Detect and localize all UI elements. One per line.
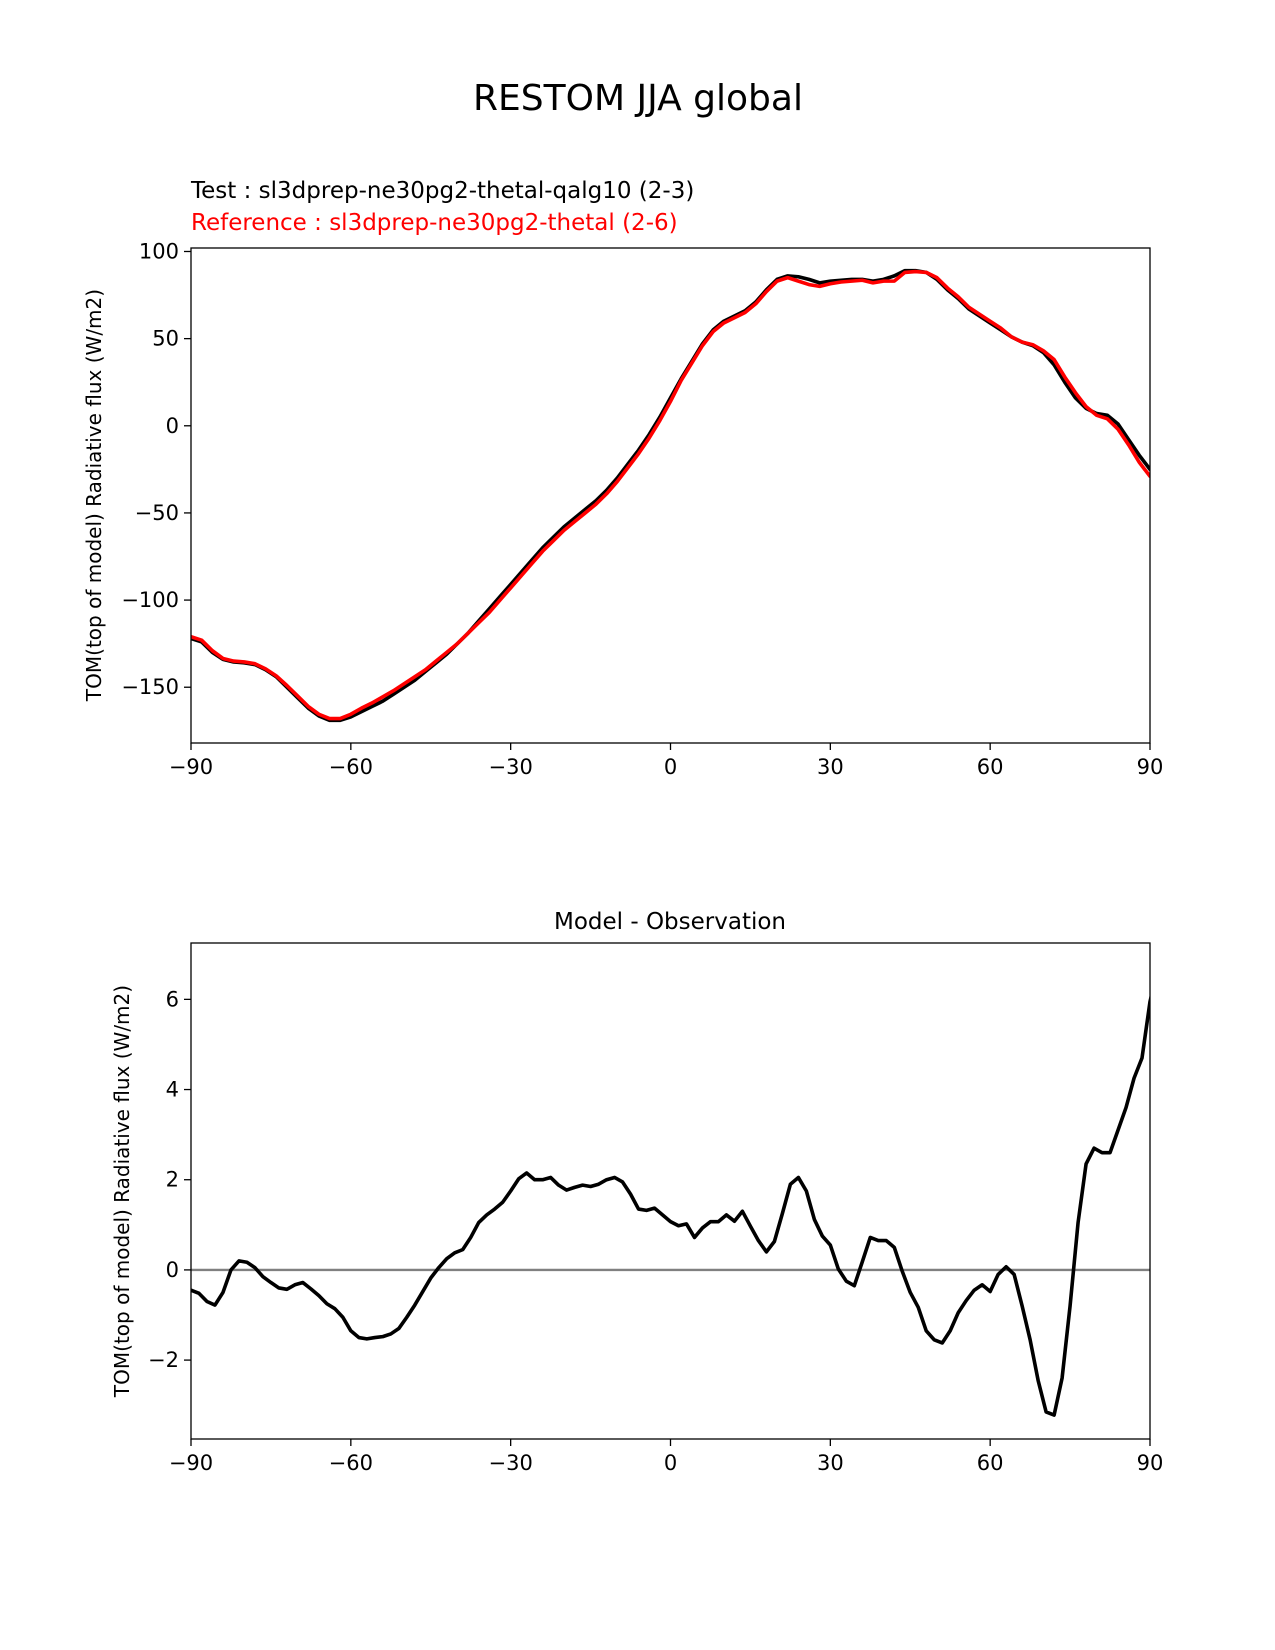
top-chart-x-tick-label: 0 [664, 755, 677, 779]
top-chart-x-tick-label: −90 [169, 755, 213, 779]
top-chart-y-tick-label: −50 [135, 501, 179, 525]
bottom-chart-ylabel: TOM(top of model) Radiative flux (W/m2) [110, 985, 134, 1398]
top-chart-reference-title: Reference : sl3dprep-ne30pg2-thetal (2-6… [191, 210, 678, 236]
top-chart-x-tick-label: 60 [977, 755, 1004, 779]
top-chart-test-title: Test : sl3dprep-ne30pg2-thetal-qalg10 (2… [190, 178, 694, 204]
bottom-chart-x-tick-label: −30 [489, 1451, 533, 1475]
bottom-chart-x-tick-label: 30 [817, 1451, 844, 1475]
top-chart: Test : sl3dprep-ne30pg2-thetal-qalg10 (2… [82, 178, 1163, 779]
top-chart-series-group [191, 268, 1150, 723]
bottom-chart-y-tick-label: 0 [166, 1258, 179, 1282]
top-chart-ticks: −90 −60 −30 0 30 60 90 −150 −100 −50 0 50 100 [121, 239, 1163, 779]
top-chart-y-tick-label: 0 [166, 414, 179, 438]
top-chart-ylabel: TOM(top of model) Radiative flux (W/m2) [82, 289, 106, 702]
bottom-chart-y-tick-label: 4 [166, 1078, 179, 1102]
bottom-chart-x-tick-label: −60 [329, 1451, 373, 1475]
bottom-chart-y-tick-label: −2 [148, 1348, 179, 1372]
top-chart-x-tick-label: −30 [489, 755, 533, 779]
bottom-chart-series-1-line [191, 993, 1150, 1417]
top-chart-y-tick-label: 100 [139, 239, 179, 263]
bottom-chart-x-tick-label: 0 [664, 1451, 677, 1475]
bottom-chart-ticks: −90 −60 −30 0 30 60 90 −2 0 2 4 6 [148, 987, 1163, 1475]
top-chart-x-tick-label: −60 [329, 755, 373, 779]
top-chart-frame [190, 247, 1151, 744]
bottom-chart-x-tick-label: 90 [1137, 1451, 1164, 1475]
bottom-chart-title: Model - Observation [554, 909, 786, 935]
bottom-chart-series-group [191, 993, 1150, 1417]
figure-title: RESTOM JJA global [473, 78, 803, 119]
bottom-chart-x-tick-label: 60 [977, 1451, 1004, 1475]
top-chart-x-tick-label: 30 [817, 755, 844, 779]
bottom-chart-y-tick-label: 6 [166, 987, 179, 1011]
bottom-chart-frame [190, 942, 1151, 1440]
bottom-chart-x-tick-label: −90 [169, 1451, 213, 1475]
top-chart-series-2-line [191, 269, 1150, 721]
top-chart-y-tick-label: −150 [121, 675, 179, 699]
top-chart-x-tick-label: 90 [1137, 755, 1164, 779]
bottom-chart: Model - Observation TOM(top of model) Ra… [110, 909, 1163, 1475]
top-chart-y-tick-label: 50 [152, 327, 179, 351]
top-chart-y-tick-label: −100 [121, 588, 179, 612]
bottom-chart-y-tick-label: 2 [166, 1168, 179, 1192]
